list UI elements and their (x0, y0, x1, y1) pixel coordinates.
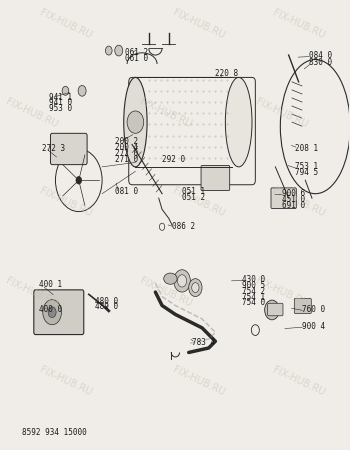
Circle shape (78, 86, 86, 96)
Circle shape (127, 111, 144, 133)
Text: 272 0: 272 0 (116, 149, 139, 158)
Text: FIX-HUB.RU: FIX-HUB.RU (38, 365, 93, 398)
Text: 900 5: 900 5 (242, 281, 265, 290)
Text: 400 0: 400 0 (39, 306, 62, 315)
Text: FIX-HUB.RU: FIX-HUB.RU (138, 276, 193, 309)
Text: FIX-HUB.RU: FIX-HUB.RU (171, 186, 226, 219)
Text: FIX-HUB.RU: FIX-HUB.RU (271, 7, 326, 40)
Text: 8592 934 15000: 8592 934 15000 (22, 428, 87, 437)
Text: FIX-HUB.RU: FIX-HUB.RU (171, 7, 226, 40)
Text: 051 2: 051 2 (182, 193, 205, 202)
FancyBboxPatch shape (50, 133, 87, 165)
Text: 783 4: 783 4 (192, 338, 215, 346)
Circle shape (43, 300, 62, 325)
FancyBboxPatch shape (294, 298, 311, 314)
Circle shape (177, 275, 187, 287)
Circle shape (48, 307, 56, 318)
Text: 061 2: 061 2 (125, 48, 148, 57)
Text: 051 1: 051 1 (182, 187, 205, 196)
Text: 830 0: 830 0 (309, 58, 332, 67)
Circle shape (174, 270, 190, 292)
FancyBboxPatch shape (271, 188, 296, 208)
Text: 272 3: 272 3 (42, 144, 65, 153)
Text: FIX-HUB.RU: FIX-HUB.RU (254, 276, 310, 309)
Text: FIX-HUB.RU: FIX-HUB.RU (271, 365, 326, 398)
Ellipse shape (124, 77, 147, 167)
Text: 900 4: 900 4 (302, 322, 325, 331)
Text: 400 1: 400 1 (39, 280, 62, 289)
Text: 430 0: 430 0 (242, 275, 265, 284)
Text: 200 2: 200 2 (116, 137, 139, 146)
Text: 941 0: 941 0 (49, 99, 72, 108)
FancyBboxPatch shape (268, 303, 283, 316)
Text: FIX-HUB.RU: FIX-HUB.RU (5, 97, 60, 130)
Text: 941 1: 941 1 (49, 93, 72, 102)
Ellipse shape (164, 273, 177, 284)
Text: 754 1: 754 1 (242, 292, 265, 302)
Text: FIX-HUB.RU: FIX-HUB.RU (254, 97, 310, 130)
Circle shape (62, 86, 69, 95)
Circle shape (115, 45, 123, 56)
Text: 086 2: 086 2 (172, 222, 195, 231)
Text: 200 4: 200 4 (116, 143, 139, 152)
FancyBboxPatch shape (201, 166, 230, 190)
Text: 084 0: 084 0 (309, 51, 332, 60)
Text: 208 1: 208 1 (295, 144, 318, 153)
Text: 754 2: 754 2 (242, 287, 265, 296)
Text: 760 0: 760 0 (302, 306, 325, 315)
Circle shape (192, 283, 199, 293)
Ellipse shape (225, 77, 252, 167)
Text: 753 1: 753 1 (295, 162, 318, 171)
Text: FIX-HUB.RU: FIX-HUB.RU (38, 186, 93, 219)
Text: FIX-HUB.RU: FIX-HUB.RU (38, 7, 93, 40)
Text: 271 0: 271 0 (116, 155, 139, 164)
Text: 953 0: 953 0 (49, 104, 72, 113)
Text: FIX-HUB.RU: FIX-HUB.RU (171, 365, 226, 398)
Text: 451 0: 451 0 (282, 195, 305, 204)
Circle shape (189, 279, 202, 297)
Text: 480 0: 480 0 (96, 297, 119, 306)
Text: 061 0: 061 0 (125, 54, 148, 63)
Text: FIX-HUB.RU: FIX-HUB.RU (271, 186, 326, 219)
Text: 754 0: 754 0 (242, 298, 265, 307)
Text: 900 6: 900 6 (282, 189, 305, 198)
FancyBboxPatch shape (34, 290, 84, 334)
Text: FIX-HUB.RU: FIX-HUB.RU (138, 97, 193, 130)
Circle shape (105, 46, 112, 55)
Text: 691 0: 691 0 (282, 201, 305, 210)
Text: 489 0: 489 0 (96, 302, 119, 311)
Circle shape (76, 176, 82, 184)
Circle shape (265, 300, 279, 320)
Text: 081 0: 081 0 (116, 187, 139, 196)
Text: 292 0: 292 0 (162, 155, 185, 164)
Text: FIX-HUB.RU: FIX-HUB.RU (5, 276, 60, 309)
Text: 794 5: 794 5 (295, 168, 318, 177)
Text: 220 8: 220 8 (215, 69, 238, 78)
